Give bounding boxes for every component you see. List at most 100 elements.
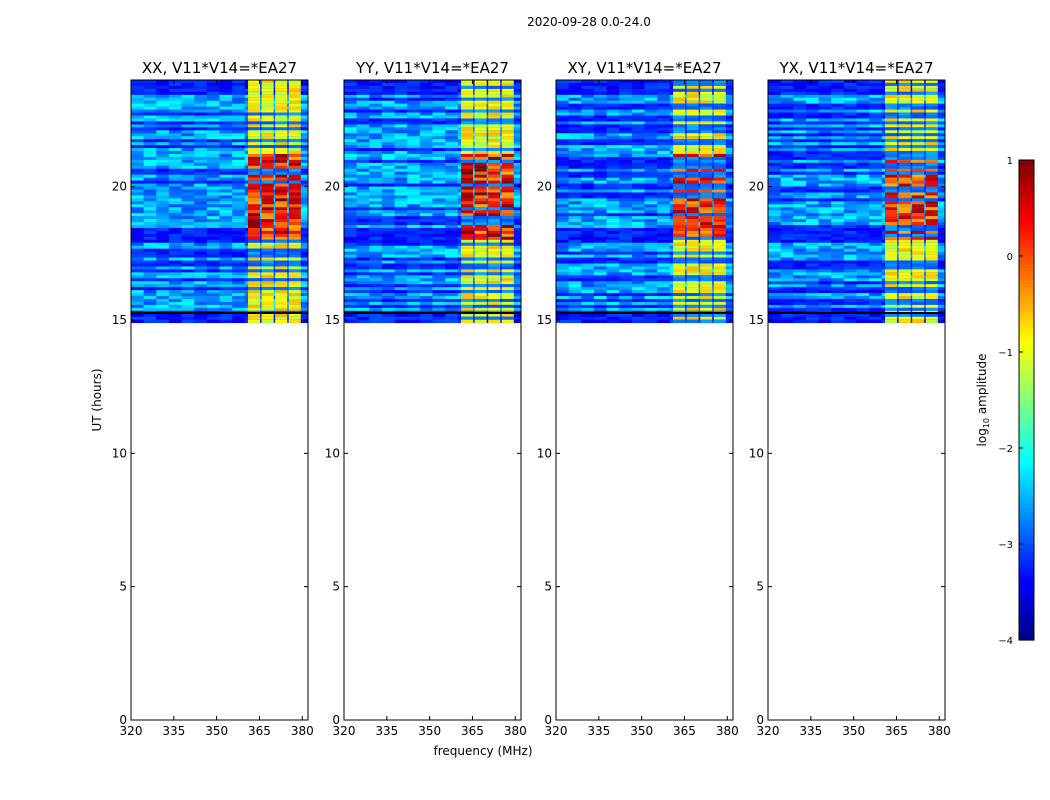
heatmap-cell (432, 304, 446, 309)
heatmap-cell (295, 201, 309, 205)
heatmap-cell (581, 275, 595, 279)
heatmap-band-cell (461, 213, 474, 217)
heatmap-cell (568, 180, 582, 184)
heatmap-cell (593, 290, 608, 294)
heatmap-cell (407, 91, 421, 96)
heatmap-band-cell (686, 210, 699, 214)
heatmap-cell (556, 183, 570, 187)
heatmap-cell (445, 91, 459, 96)
heatmap-cell (657, 204, 671, 208)
heatmap-cell (631, 151, 645, 155)
heatmap-cell (232, 165, 246, 170)
heatmap-band-cell (275, 281, 288, 285)
heatmap-cell (344, 159, 358, 164)
heatmap-cell (419, 254, 433, 258)
heatmap-cell (344, 281, 358, 285)
heatmap-cell (356, 171, 370, 176)
heatmap-band-cell (261, 82, 274, 87)
heatmap-band-cell (261, 313, 274, 318)
heatmap-cell (619, 100, 633, 105)
heatmap-cell (556, 275, 570, 279)
heatmap-band-cell (275, 88, 288, 93)
heatmap-cell (344, 227, 358, 232)
heatmap-cell (356, 186, 370, 190)
heatmap-cell (581, 80, 595, 84)
heatmap-band-cell (713, 251, 726, 256)
heatmap-cell (168, 222, 183, 226)
heatmap-cell (805, 151, 820, 155)
heatmap-cell (657, 85, 671, 90)
heatmap-cell (295, 109, 309, 113)
heatmap-band-cell (673, 278, 686, 282)
heatmap-cell (843, 145, 857, 149)
heatmap-cell (657, 103, 671, 108)
heatmap-cell (143, 227, 157, 232)
heatmap-cell (720, 162, 734, 167)
heatmap-band-cell (501, 115, 514, 119)
heatmap-cell (720, 263, 734, 267)
heatmap-cell (194, 192, 208, 196)
heatmap-cell (168, 136, 183, 140)
heatmap-cell (445, 151, 459, 155)
heatmap-band-cell (275, 245, 288, 250)
heatmap-cell (394, 133, 408, 137)
heatmap-band-cell (501, 304, 514, 309)
heatmap-cell (295, 124, 309, 128)
heatmap-cell (295, 186, 309, 190)
heatmap-band-cell (474, 236, 487, 241)
heatmap-cell (445, 159, 459, 164)
heatmap-cell (720, 183, 734, 187)
heatmap-cell (369, 189, 383, 193)
heatmap-cell (344, 136, 358, 140)
heatmap-cell (818, 136, 832, 140)
heatmap-band-cell (474, 195, 487, 199)
heatmap-cell (644, 106, 658, 110)
heatmap-cell (295, 272, 309, 276)
heatmap-cell (219, 136, 233, 140)
heatmap-cell (156, 109, 170, 113)
heatmap-band-cell (248, 219, 261, 223)
heatmap-cell (295, 118, 309, 122)
heatmap-cell (381, 248, 396, 253)
heatmap-cell (508, 192, 522, 196)
heatmap-cell (593, 222, 608, 226)
heatmap-cell (156, 222, 170, 226)
heatmap-band-cell (713, 272, 726, 276)
heatmap-cell (143, 301, 157, 306)
heatmap-cell (657, 174, 671, 179)
heatmap-cell (843, 112, 857, 116)
heatmap-cell (593, 251, 608, 256)
heatmap-band-cell (898, 94, 911, 99)
heatmap-cell (720, 106, 734, 110)
heatmap-cell (181, 272, 195, 276)
heatmap-cell (369, 284, 383, 288)
heatmap-band-cell (474, 94, 487, 99)
heatmap-cell (556, 180, 570, 184)
heatmap-cell (181, 263, 195, 267)
heatmap-band-cell (261, 278, 274, 282)
heatmap-cell (407, 100, 421, 105)
heatmap-cell (432, 298, 446, 303)
heatmap-cell (568, 307, 582, 312)
heatmap-cell (156, 88, 170, 93)
heatmap-cell (556, 171, 570, 176)
heatmap-cell (508, 239, 522, 244)
heatmap-cell (419, 251, 433, 256)
heatmap-cell (593, 88, 608, 93)
heatmap-band-cell (248, 186, 261, 190)
heatmap-cell (295, 251, 309, 256)
heatmap-band-cell (288, 186, 301, 190)
heatmap-cell (432, 222, 446, 226)
heatmap-cell (720, 316, 734, 321)
heatmap-cell (419, 272, 433, 276)
heatmap-cell (295, 91, 309, 96)
heatmap-cell (381, 142, 396, 146)
heatmap-cell (194, 201, 208, 205)
heatmap-band-cell (488, 216, 501, 220)
heatmap-cell (619, 124, 633, 128)
heatmap-band-cell (248, 307, 261, 312)
heatmap-cell (644, 91, 658, 96)
heatmap-cell (419, 153, 433, 158)
heatmap-cell (593, 130, 608, 134)
heatmap-cell (568, 248, 582, 253)
